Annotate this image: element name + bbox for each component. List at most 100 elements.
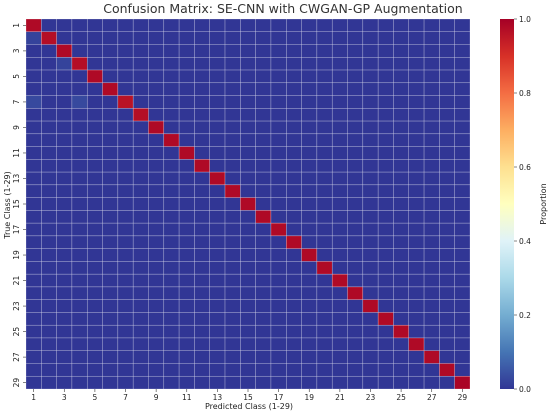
heatmap-cell (316, 184, 333, 198)
heatmap-cell (117, 363, 134, 377)
y-tick-label: 9 (12, 125, 21, 130)
heatmap-cell (286, 120, 302, 135)
heatmap-cell (240, 108, 256, 122)
heatmap-cell (178, 133, 195, 147)
heatmap-cell (301, 31, 318, 45)
heatmap-cell (439, 95, 455, 109)
heatmap-cell (71, 273, 88, 288)
heatmap-cell (56, 171, 73, 186)
heatmap-cell (224, 31, 241, 45)
y-tick-label: 19 (12, 250, 21, 260)
heatmap-cell (41, 82, 57, 96)
heatmap-cell (362, 248, 379, 262)
heatmap-cell (71, 299, 88, 313)
heatmap-cell (148, 273, 165, 288)
heatmap-cell (362, 57, 379, 71)
heatmap-cell (331, 82, 348, 96)
heatmap-cell (454, 197, 471, 211)
heatmap-cell (454, 44, 471, 58)
heatmap-cell (408, 171, 425, 186)
heatmap-cell (393, 197, 410, 211)
heatmap-cell (71, 286, 88, 300)
heatmap-cell (224, 299, 241, 313)
heatmap-cell (56, 312, 73, 326)
heatmap-cell (362, 312, 379, 326)
heatmap-cell (209, 273, 226, 288)
heatmap-cell (194, 133, 210, 147)
heatmap-cell (301, 248, 318, 262)
heatmap-cell (41, 286, 57, 300)
heatmap-cell (286, 299, 302, 313)
heatmap-cell (148, 197, 165, 211)
heatmap-cell (454, 159, 471, 173)
heatmap-cell (194, 337, 210, 351)
heatmap-cell (148, 44, 165, 58)
heatmap-cell (178, 222, 195, 237)
heatmap-cell (454, 120, 471, 135)
heatmap-cell (224, 273, 241, 288)
heatmap-cell (255, 95, 272, 109)
heatmap-cell (132, 108, 149, 122)
heatmap-cell (423, 210, 440, 224)
heatmap-cell (224, 235, 241, 249)
heatmap-cell (255, 248, 272, 262)
heatmap-cells (25, 18, 471, 390)
heatmap-cell (347, 44, 364, 58)
heatmap-cell (209, 44, 226, 58)
heatmap-cell (178, 146, 195, 160)
heatmap-cell (240, 324, 256, 339)
heatmap-cell (377, 312, 394, 326)
heatmap-cell (301, 95, 318, 109)
heatmap-cell (423, 350, 440, 364)
heatmap-cell (301, 337, 318, 351)
heatmap-cell (25, 261, 42, 275)
heatmap-cell (163, 299, 180, 313)
heatmap-cell (71, 146, 88, 160)
heatmap-cell (331, 363, 348, 377)
heatmap-cell (41, 95, 57, 109)
x-tick-label: 23 (366, 393, 376, 402)
heatmap-cell (163, 222, 180, 237)
heatmap-cell (377, 146, 394, 160)
heatmap-cell (347, 184, 364, 198)
heatmap-cell (454, 248, 471, 262)
heatmap-cell (270, 222, 287, 237)
heatmap-cell (71, 197, 88, 211)
heatmap-cell (270, 171, 287, 186)
heatmap-cell (224, 184, 241, 198)
heatmap-cell (454, 363, 471, 377)
heatmap-cell (132, 159, 149, 173)
heatmap-cell (454, 222, 471, 237)
heatmap-cell (439, 18, 455, 33)
heatmap-cell (240, 69, 256, 84)
heatmap-cell (132, 312, 149, 326)
heatmap-cell (362, 184, 379, 198)
heatmap-cell (270, 146, 287, 160)
heatmap-cell (362, 324, 379, 339)
heatmap-cell (423, 31, 440, 45)
heatmap-cell (393, 299, 410, 313)
heatmap-cell (377, 57, 394, 71)
heatmap-cell (209, 82, 226, 96)
heatmap-cell (377, 18, 394, 33)
heatmap-cell (301, 222, 318, 237)
heatmap-cell (102, 273, 119, 288)
heatmap-cell (178, 248, 195, 262)
heatmap-cell (224, 69, 241, 84)
chart-title: Confusion Matrix: SE-CNN with CWGAN-GP A… (103, 1, 462, 16)
heatmap-cell (393, 375, 410, 390)
heatmap-cell (362, 222, 379, 237)
heatmap-cell (132, 299, 149, 313)
heatmap-cell (102, 197, 119, 211)
heatmap-cell (423, 184, 440, 198)
heatmap-cell (25, 133, 42, 147)
heatmap-cell (240, 95, 256, 109)
heatmap-cell (56, 95, 73, 109)
heatmap-cell (132, 146, 149, 160)
heatmap-cell (41, 69, 57, 84)
heatmap-cell (331, 57, 348, 71)
heatmap-cell (178, 350, 195, 364)
heatmap-cell (163, 120, 180, 135)
heatmap-cell (270, 337, 287, 351)
heatmap-cell (393, 108, 410, 122)
